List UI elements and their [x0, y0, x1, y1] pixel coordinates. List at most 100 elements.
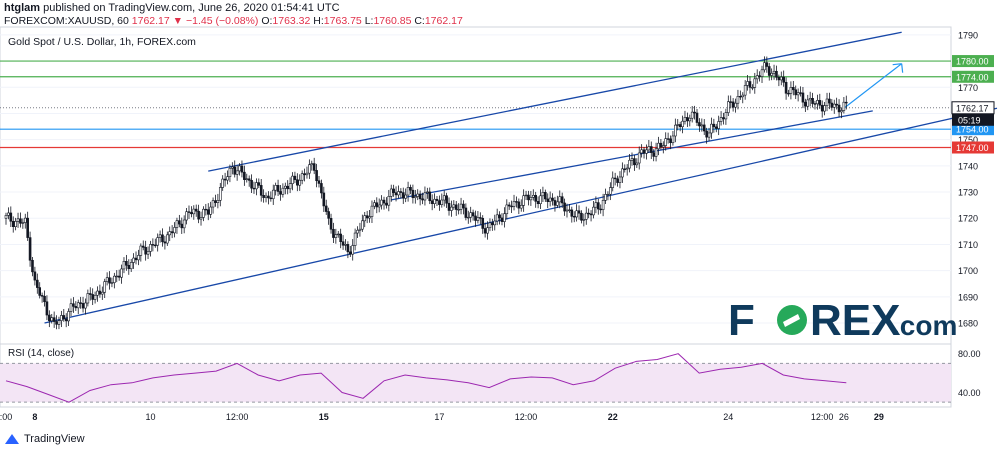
tradingview-brand[interactable]: TradingView	[4, 433, 85, 445]
candle-body	[426, 191, 429, 194]
candle-body	[7, 212, 10, 216]
price-tick-label: 1710	[958, 240, 978, 250]
candle-body	[760, 69, 764, 77]
candle-body	[52, 317, 56, 322]
candle-body	[681, 120, 684, 128]
candle-body	[428, 191, 432, 202]
rsi-label: RSI (14, close)	[8, 348, 74, 359]
candle-body	[320, 183, 323, 194]
candle-body	[173, 227, 176, 234]
candle-body	[348, 251, 352, 255]
candle-body	[132, 257, 135, 263]
candle-body	[577, 210, 581, 214]
candle-body	[69, 303, 73, 312]
candle-body	[527, 194, 530, 201]
low-label: L:	[364, 15, 374, 27]
candle-body	[182, 219, 186, 229]
price-tag	[952, 70, 994, 83]
candle-body	[589, 213, 593, 216]
candle-body	[373, 202, 376, 207]
candle-body	[406, 187, 410, 196]
candle-body	[257, 182, 261, 186]
candle-body	[462, 203, 465, 209]
candle-body	[719, 117, 723, 122]
candle-body	[664, 138, 668, 146]
ohlc-line: FOREXCOM:XAUUSD, 60 1762.17 ▼ −1.45 (−0.…	[4, 15, 463, 27]
candle-body	[556, 201, 559, 206]
candle-body	[363, 215, 367, 222]
rsi-tick-label: 80.00	[958, 349, 981, 359]
candle-body	[235, 170, 239, 175]
candle-body	[370, 205, 374, 217]
candle-body	[48, 314, 51, 322]
candle-body	[763, 62, 766, 71]
candle-body	[625, 167, 629, 170]
candle-body	[512, 201, 516, 207]
time-tick-label: 26	[839, 412, 849, 422]
candle-body	[28, 237, 32, 261]
candle-body	[178, 220, 181, 225]
candle-body	[368, 216, 371, 219]
candle-body	[361, 220, 364, 230]
candle-body	[671, 135, 675, 144]
candle-body	[816, 100, 819, 105]
candle-body	[544, 192, 547, 200]
candle-body	[777, 77, 781, 81]
candle-body	[211, 200, 215, 208]
candle-body	[423, 192, 427, 201]
candle-body	[476, 217, 480, 221]
candle-body	[440, 199, 444, 205]
candle-body	[832, 103, 836, 108]
candle-body	[534, 195, 537, 202]
candle-body	[517, 201, 521, 209]
candle-body	[613, 177, 617, 180]
candle-body	[447, 202, 451, 211]
price-tag-label: 1762.17	[956, 103, 989, 113]
candle-body	[401, 192, 405, 199]
candle-body	[717, 121, 720, 129]
forex-logo: F REX .com	[728, 296, 957, 345]
candle-body	[315, 170, 318, 182]
candle-body	[231, 166, 234, 169]
candle-body	[541, 192, 545, 197]
time-tick-label: 8	[32, 412, 37, 422]
candle-body	[385, 202, 388, 206]
candle-body	[804, 101, 807, 107]
candle-body	[599, 208, 603, 211]
candle-body	[686, 117, 689, 122]
candle-body	[414, 196, 417, 199]
candle-body	[683, 117, 687, 122]
candle-body	[286, 185, 290, 190]
candle-body	[519, 205, 523, 209]
candle-body	[88, 293, 92, 295]
candle-body	[775, 70, 778, 78]
candle-body	[500, 217, 504, 222]
candle-body	[572, 216, 576, 218]
candle-body	[226, 176, 229, 181]
logo-rex: REX	[810, 296, 900, 345]
candle-body	[498, 214, 501, 219]
candle-body	[584, 212, 588, 220]
price-pane	[0, 26, 952, 345]
candle-body	[43, 295, 46, 303]
candle-body	[293, 175, 297, 180]
candle-body	[168, 231, 172, 236]
candle-body	[628, 159, 631, 169]
candle-body	[642, 149, 646, 154]
symbol: FOREXCOM:XAUUSD, 60	[4, 15, 129, 27]
price-tag-label: 1747.00	[956, 143, 989, 153]
candle-body	[279, 191, 282, 195]
forecast-arrowhead	[892, 63, 904, 73]
candle-body	[81, 303, 85, 309]
candle-body	[452, 204, 456, 208]
candle-body	[731, 101, 735, 108]
candle-body	[199, 217, 203, 220]
candle-body	[445, 195, 448, 204]
candle-body	[125, 261, 128, 266]
price-tick-label: 1750	[958, 135, 978, 145]
candle-body	[483, 228, 487, 234]
candle-body	[753, 78, 757, 88]
candle-body	[705, 130, 708, 138]
candle-body	[84, 302, 87, 309]
